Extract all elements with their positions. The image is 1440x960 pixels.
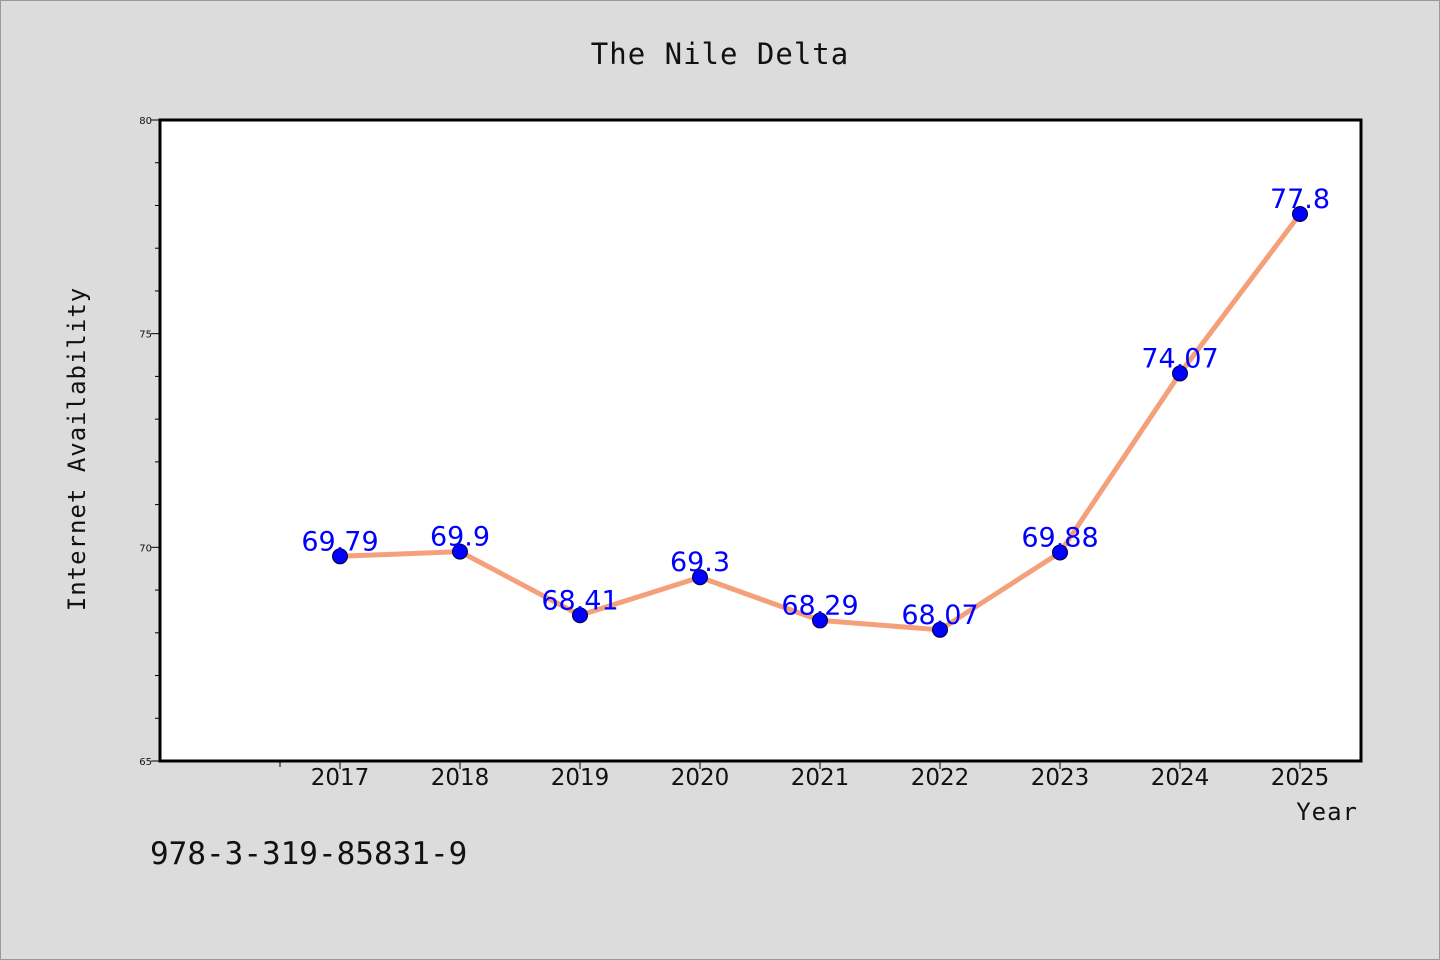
- x-tick-label: 2024: [1151, 765, 1210, 791]
- x-axis-label: Year: [1296, 798, 1358, 826]
- data-point: [332, 548, 348, 565]
- x-tick-label: 2021: [791, 765, 850, 791]
- data-label: 68.29: [781, 590, 858, 621]
- series-layer: [332, 206, 1308, 638]
- plot-area: [160, 120, 1361, 761]
- data-point: [1052, 544, 1068, 561]
- data-point: [1172, 365, 1188, 382]
- axis-ticks: 65 70 75 80 2017 2018 2019 2020 2021 2022 2023 2024…: [139, 116, 1329, 791]
- data-label: 69.79: [301, 526, 378, 557]
- data-label: 69.9: [430, 522, 490, 553]
- data-label: 77.8: [1270, 184, 1330, 215]
- isbn-text: 978-3-319-85831-9: [150, 836, 467, 872]
- data-labels: 69.79 69.9 68.41 69.3 68.29 68.07 69.88 74.07 77…: [301, 184, 1330, 631]
- y-tick-label: 75: [139, 330, 152, 341]
- x-tick-label: 2018: [431, 765, 490, 791]
- x-tick-label: 2017: [311, 765, 370, 791]
- data-label: 69.88: [1021, 522, 1098, 553]
- x-tick-label: 2022: [911, 765, 970, 791]
- x-tick-label: 2025: [1271, 765, 1330, 791]
- data-label: 69.3: [670, 547, 730, 578]
- data-point: [572, 607, 588, 624]
- x-tick-label: 2020: [671, 765, 730, 791]
- data-label: 68.41: [541, 585, 618, 616]
- data-point: [1292, 206, 1308, 223]
- y-tick-label: 65: [139, 757, 152, 768]
- y-axis-label: Internet Availability: [63, 287, 91, 611]
- data-label: 74.07: [1141, 343, 1218, 374]
- chart-title: The Nile Delta: [591, 37, 849, 71]
- y-tick-label: 70: [139, 543, 152, 554]
- x-tick-label: 2019: [551, 765, 610, 791]
- data-point: [932, 621, 948, 638]
- data-label: 68.07: [901, 600, 978, 631]
- plot-frame: [158, 118, 1363, 763]
- x-tick-label: 2023: [1031, 765, 1090, 791]
- y-tick-label: 80: [139, 116, 152, 127]
- data-point: [452, 543, 468, 560]
- data-point: [812, 612, 828, 629]
- data-point: [692, 569, 708, 586]
